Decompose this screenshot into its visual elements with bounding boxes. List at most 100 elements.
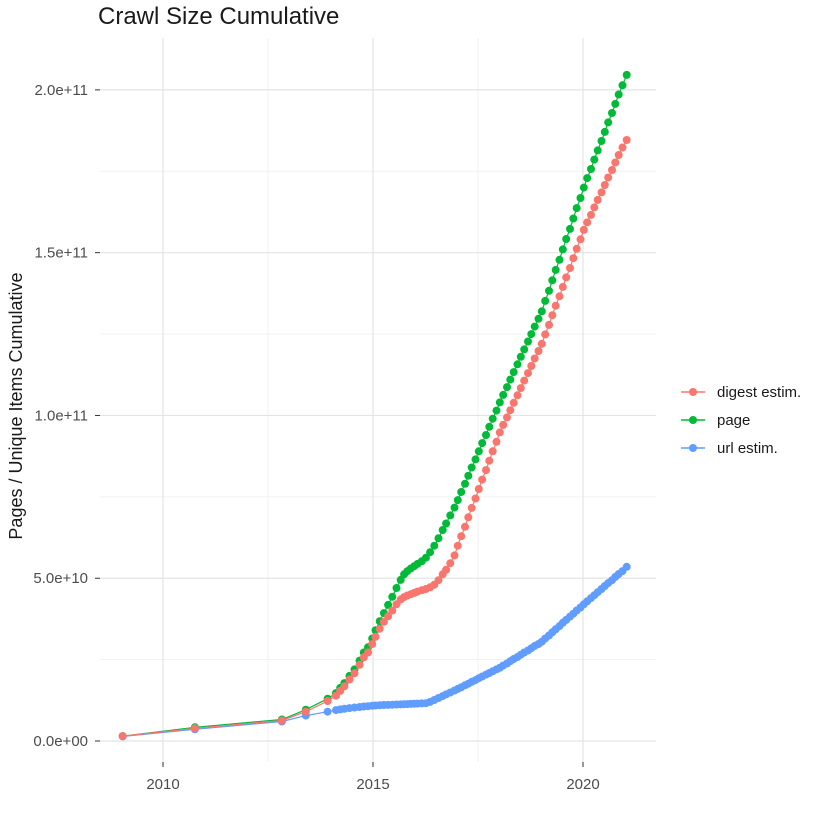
x-tick-label: 2010 bbox=[146, 776, 179, 793]
legend-label: page bbox=[717, 411, 751, 429]
data-point bbox=[464, 513, 473, 522]
data-point bbox=[492, 406, 501, 415]
data-point bbox=[520, 345, 529, 354]
data-point bbox=[471, 455, 480, 464]
data-point bbox=[579, 225, 588, 234]
data-point bbox=[434, 534, 443, 543]
data-point bbox=[434, 576, 443, 585]
data-point bbox=[495, 398, 504, 407]
data-point bbox=[593, 195, 602, 204]
data-point bbox=[537, 339, 546, 348]
data-point bbox=[534, 347, 543, 355]
y-tick-label: 5.0e+10 bbox=[33, 570, 88, 587]
data-point bbox=[597, 137, 606, 145]
data-point bbox=[622, 136, 631, 144]
data-point bbox=[478, 475, 487, 484]
data-point bbox=[457, 532, 466, 541]
y-axis-title: Pages / Unique Items Cumulative bbox=[6, 272, 26, 540]
data-point bbox=[345, 675, 354, 684]
data-point bbox=[453, 541, 462, 550]
data-point bbox=[323, 697, 332, 705]
data-point bbox=[499, 390, 508, 399]
data-point bbox=[506, 375, 515, 384]
data-point bbox=[548, 311, 557, 320]
data-point bbox=[492, 437, 501, 446]
data-point bbox=[509, 368, 518, 377]
data-point bbox=[453, 496, 462, 505]
data-point bbox=[464, 471, 473, 480]
data-point bbox=[495, 428, 504, 437]
data-point bbox=[604, 173, 613, 182]
data-point bbox=[485, 422, 494, 431]
data-point bbox=[371, 632, 380, 641]
data-point bbox=[579, 183, 588, 192]
data-point bbox=[527, 362, 536, 370]
data-point bbox=[513, 360, 522, 369]
legend-label: url estim. bbox=[717, 439, 778, 457]
page-legend-key-icon bbox=[681, 416, 705, 424]
data-point bbox=[388, 592, 397, 601]
data-point bbox=[450, 551, 459, 560]
data-point bbox=[467, 463, 476, 472]
data-point bbox=[450, 503, 459, 512]
y-tick-label: 1.0e+11 bbox=[34, 407, 88, 424]
data-point bbox=[555, 292, 564, 301]
data-point bbox=[583, 174, 592, 183]
data-point bbox=[562, 235, 571, 243]
data-point bbox=[590, 203, 599, 212]
data-point bbox=[499, 420, 508, 429]
data-point bbox=[611, 99, 620, 108]
data-point bbox=[467, 503, 476, 512]
data-point bbox=[520, 376, 529, 385]
legend-item-digest: digest estim. bbox=[678, 378, 801, 406]
data-point bbox=[474, 485, 483, 493]
data-point bbox=[576, 235, 585, 244]
legend-item-page: page bbox=[678, 406, 801, 434]
data-point bbox=[583, 218, 592, 227]
data-point bbox=[530, 354, 539, 363]
data-point bbox=[509, 398, 518, 407]
x-tick-label: 2015 bbox=[356, 776, 389, 793]
data-point bbox=[457, 488, 466, 496]
chart-title: Crawl Size Cumulative bbox=[98, 3, 340, 30]
grid-minor bbox=[100, 38, 656, 762]
data-point bbox=[562, 273, 571, 282]
data-point bbox=[482, 431, 490, 439]
data-point bbox=[572, 204, 581, 213]
legend-item-url: url estim. bbox=[678, 434, 801, 462]
data-point bbox=[600, 127, 609, 136]
legend: digest estim. page url estim. bbox=[678, 378, 801, 462]
data-point bbox=[541, 296, 550, 305]
data-point bbox=[461, 522, 469, 531]
data-point bbox=[593, 146, 602, 155]
data-point bbox=[524, 369, 532, 378]
data-point bbox=[569, 254, 578, 263]
data-point bbox=[482, 466, 490, 475]
data-point bbox=[611, 158, 620, 167]
data-point bbox=[446, 511, 455, 520]
data-point bbox=[461, 479, 469, 488]
data-point bbox=[600, 181, 609, 189]
data-point bbox=[384, 600, 393, 609]
data-point bbox=[551, 265, 560, 274]
y-tick-label: 0.0e+00 bbox=[33, 733, 88, 750]
data-point bbox=[355, 660, 364, 669]
data-point bbox=[421, 553, 430, 562]
data-point bbox=[364, 648, 372, 657]
url-legend-key-icon bbox=[681, 444, 705, 452]
data-point bbox=[618, 81, 627, 90]
data-point bbox=[555, 255, 564, 264]
data-point bbox=[442, 519, 451, 528]
data-point bbox=[379, 617, 388, 626]
data-point bbox=[576, 194, 585, 202]
data-point bbox=[524, 337, 532, 346]
series-url-estim- bbox=[118, 562, 631, 741]
data-point bbox=[368, 640, 377, 648]
data-point bbox=[548, 276, 557, 285]
data-point bbox=[375, 624, 384, 633]
data-point bbox=[541, 330, 550, 339]
data-point bbox=[503, 413, 511, 422]
data-point bbox=[442, 565, 451, 574]
